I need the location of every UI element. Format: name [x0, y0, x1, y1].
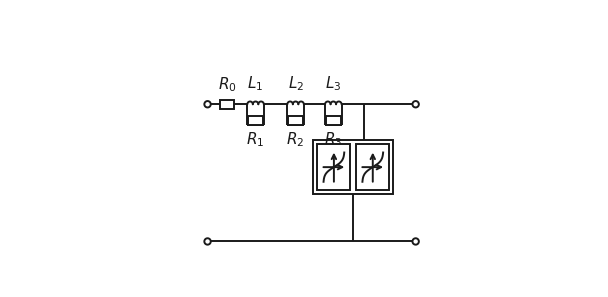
Text: $L_3$: $L_3$ [325, 75, 342, 94]
Text: $R_3$: $R_3$ [324, 130, 342, 148]
Bar [356, 144, 389, 190]
Text: $R_1$: $R_1$ [246, 130, 264, 148]
Bar [326, 116, 340, 125]
Text: $\lambda$: $\lambda$ [321, 151, 330, 165]
Text: $i_{\rm f}$: $i_{\rm f}$ [338, 168, 347, 184]
Bar [248, 116, 263, 125]
Text: $L_2$: $L_2$ [288, 75, 303, 94]
Text: $V_{\rm s}$: $V_{\rm s}$ [360, 151, 375, 166]
Bar [317, 144, 350, 190]
Text: $L_1$: $L_1$ [247, 75, 264, 94]
Bar [313, 140, 393, 194]
Bar [288, 116, 303, 125]
Bar [220, 100, 234, 109]
Text: $i_{\rm c}$: $i_{\rm c}$ [376, 168, 385, 184]
Text: $R_0$: $R_0$ [218, 75, 237, 94]
Text: $R_2$: $R_2$ [286, 130, 305, 148]
